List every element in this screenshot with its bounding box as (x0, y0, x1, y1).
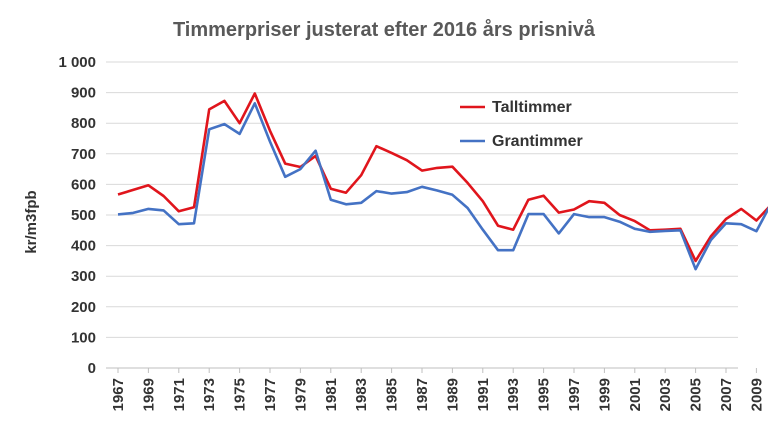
x-tick-label: 1997 (566, 378, 583, 411)
x-tick-label: 1981 (323, 378, 340, 411)
chart-title: Timmerpriser justerat efter 2016 års pri… (173, 18, 596, 41)
x-tick-label: 1995 (536, 378, 553, 411)
x-tick-label: 2009 (748, 378, 765, 411)
y-tick-label: 1 000 (58, 54, 96, 71)
legend-label: Talltimmer (492, 99, 572, 116)
x-tick-label: 1991 (475, 378, 492, 411)
x-tick-label: 1993 (505, 378, 522, 411)
legend-label: Grantimmer (492, 133, 583, 150)
x-tick-label: 1967 (110, 378, 127, 411)
x-tick-label: 1977 (262, 378, 279, 411)
x-tick-label: 2005 (688, 378, 705, 411)
y-tick-label: 100 (71, 329, 96, 346)
x-tick-label: 2003 (657, 378, 674, 411)
x-tick-label: 1999 (596, 378, 613, 411)
x-tick-label: 1989 (444, 378, 461, 411)
x-tick-label: 1987 (414, 378, 431, 411)
y-tick-labels: 0 100 200 300 400 500 600 700 800 900 1 000 (58, 54, 96, 377)
y-tick-label: 400 (71, 238, 96, 255)
y-tick-label: 0 (88, 360, 96, 377)
y-tick-label: 900 (71, 85, 96, 102)
x-tick-label: 1983 (353, 378, 370, 411)
y-tick-label: 300 (71, 268, 96, 285)
y-axis-label: kr/m3fpb (23, 190, 40, 253)
y-tick-label: 600 (71, 176, 96, 193)
series-line-talltimmer (117, 92, 768, 263)
series-lines (117, 92, 768, 271)
x-tick-labels: 1967 1969 1971 1973 1975 1977 1979 1981 1983 1985… (110, 368, 765, 411)
x-tick-label: 1969 (140, 378, 157, 411)
y-tick-label: 800 (71, 115, 96, 132)
y-tick-label: 500 (71, 207, 96, 224)
x-tick-label: 1973 (201, 378, 218, 411)
y-tick-label: 200 (71, 299, 96, 316)
x-tick-label: 2001 (627, 378, 644, 411)
gridlines (106, 61, 738, 369)
y-tick-label: 700 (71, 146, 96, 163)
legend: Talltimmer Grantimmer (460, 99, 583, 150)
x-tick-label: 1985 (384, 378, 401, 411)
x-tick-label: 1971 (171, 378, 188, 411)
x-tick-label: 1979 (292, 378, 309, 411)
x-tick-label: 1975 (232, 378, 249, 411)
series-line-grantimmer (117, 102, 768, 271)
x-tick-label: 2007 (718, 378, 735, 411)
